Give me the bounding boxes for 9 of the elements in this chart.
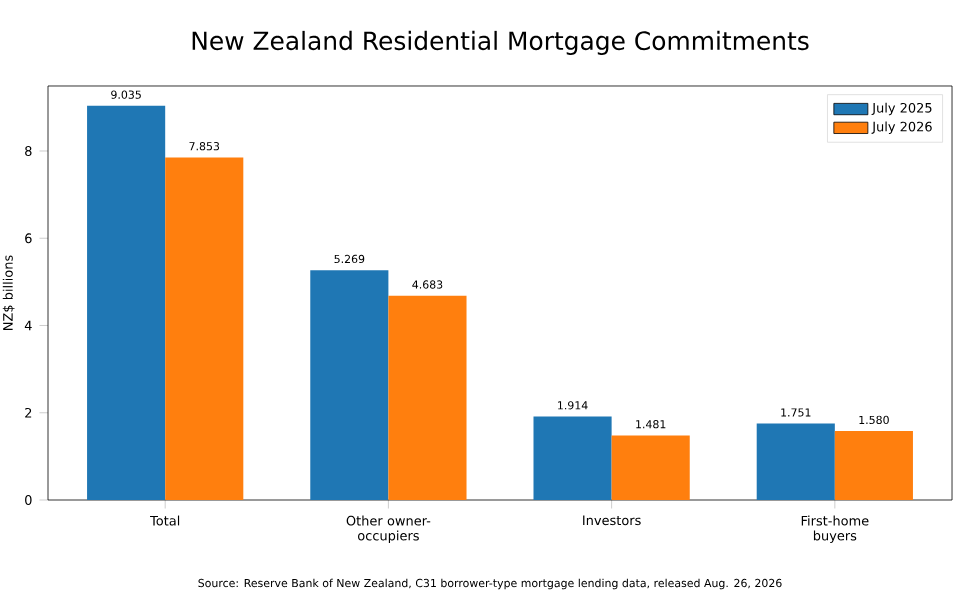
chart-title: New Zealand Residential Mortgage Commitments <box>192 30 809 55</box>
bar <box>310 270 389 500</box>
bar <box>834 431 913 500</box>
bar <box>165 157 244 500</box>
bar <box>87 105 166 500</box>
bar <box>388 295 467 500</box>
bar <box>756 423 835 500</box>
bar <box>611 435 690 500</box>
bar <box>533 416 612 500</box>
